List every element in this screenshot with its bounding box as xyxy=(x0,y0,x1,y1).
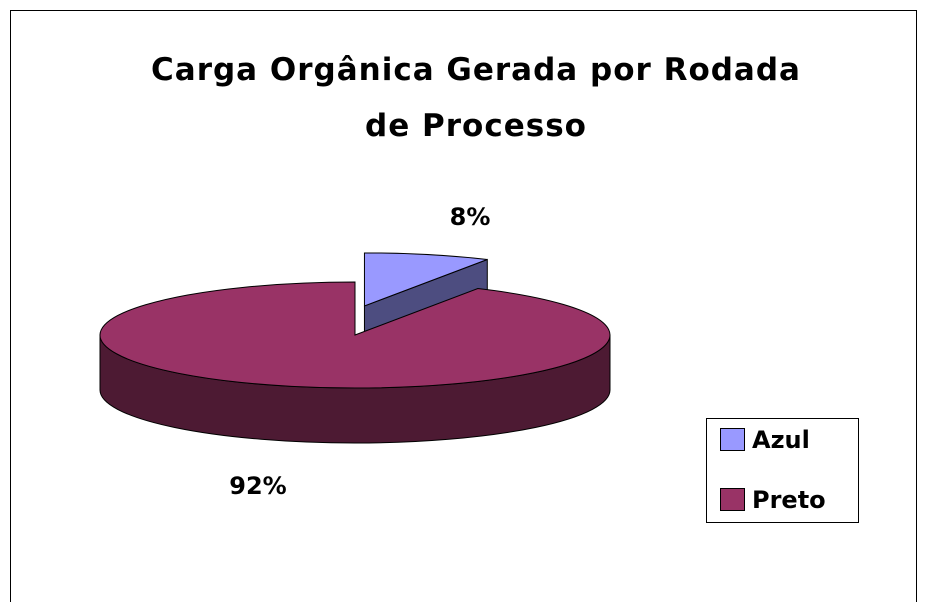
legend-label: Azul xyxy=(752,426,810,454)
chart-title: Carga Orgânica Gerada por Rodada de Proc… xyxy=(151,52,801,144)
pie xyxy=(99,252,611,444)
legend-swatch xyxy=(720,488,745,511)
legend-swatch xyxy=(720,428,745,451)
chart-frame xyxy=(10,10,917,602)
data-label: 8% xyxy=(450,203,491,231)
slice-top xyxy=(99,281,611,389)
pie-slice xyxy=(99,281,611,444)
slice-top xyxy=(363,252,488,307)
data-label: 92% xyxy=(229,472,286,500)
legend-label: Preto xyxy=(752,486,826,514)
